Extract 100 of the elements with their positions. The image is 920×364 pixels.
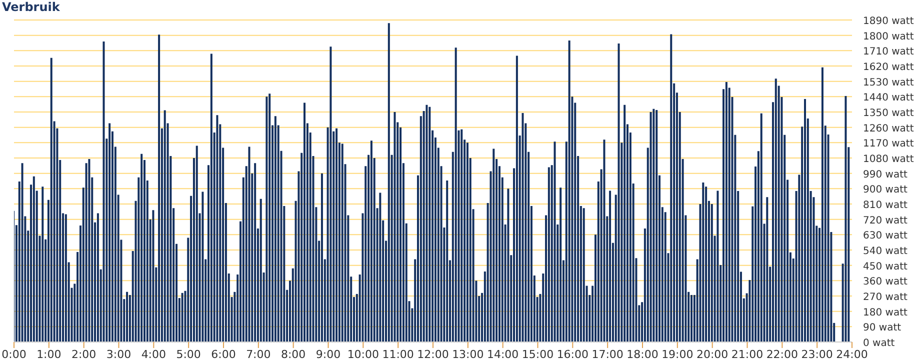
bar <box>88 159 90 342</box>
bar <box>304 102 306 342</box>
bar <box>158 34 160 342</box>
x-tick-label: 15:00 <box>522 348 554 361</box>
bar <box>560 188 562 342</box>
bar <box>85 163 88 342</box>
bar <box>50 58 52 342</box>
bar <box>152 210 154 342</box>
bar <box>426 104 428 342</box>
bar <box>216 115 218 342</box>
bar <box>266 96 268 342</box>
chart-title: Verbruik <box>2 0 60 14</box>
y-tick-label: 720 watt <box>863 215 908 226</box>
bar <box>268 94 271 342</box>
x-tick-label: 4:00 <box>141 348 166 361</box>
bar <box>108 123 111 342</box>
bar <box>370 140 372 342</box>
bar <box>336 128 338 342</box>
bar <box>196 146 198 342</box>
x-tick-label: 14:00 <box>486 348 519 361</box>
bar <box>716 190 719 342</box>
bar <box>760 113 762 342</box>
x-tick-label: 17:00 <box>592 348 624 361</box>
y-tick-label: 900 watt <box>863 184 908 196</box>
y-tick-label: 990 watt <box>863 169 908 180</box>
bar <box>705 186 708 342</box>
bar <box>582 208 585 342</box>
bar <box>248 146 250 342</box>
bar <box>652 108 655 342</box>
x-tick-label: 13:00 <box>452 348 484 361</box>
x-tick-label: 6:00 <box>211 348 236 361</box>
bar <box>766 197 768 342</box>
y-tick-label: 360 watt <box>863 276 908 288</box>
bar <box>609 190 612 342</box>
x-tick-label: 5:00 <box>176 348 201 361</box>
bar <box>388 23 390 342</box>
bar <box>618 44 620 342</box>
bar <box>210 54 212 342</box>
bar <box>102 41 105 342</box>
bar <box>32 176 35 342</box>
bar <box>624 104 626 342</box>
bar <box>516 56 518 342</box>
bar <box>774 78 777 342</box>
bar <box>320 173 323 342</box>
bar <box>821 67 824 342</box>
x-tick-label: 21:00 <box>731 348 764 361</box>
bar <box>710 204 713 342</box>
bar <box>140 154 143 342</box>
y-tick-label: 540 watt <box>863 246 908 257</box>
bar <box>164 110 166 342</box>
y-tick-label: 630 watt <box>863 230 908 242</box>
x-tick-label: 19:00 <box>662 348 694 361</box>
y-tick-label: 1080 watt <box>863 154 914 165</box>
x-tick-label: 22:00 <box>766 348 798 361</box>
y-tick-label: 1440 watt <box>863 92 914 104</box>
y-tick-label: 180 watt <box>863 307 908 318</box>
x-tick-label: 18:00 <box>626 348 658 361</box>
bar <box>330 46 332 342</box>
bar <box>428 106 431 342</box>
bar <box>522 113 524 342</box>
y-tick-label: 90 watt <box>863 322 902 334</box>
x-tick-label: 8:00 <box>280 348 306 361</box>
x-tick-label: 0:00 <box>2 348 26 361</box>
bar <box>96 213 99 342</box>
bar <box>260 198 262 342</box>
bar <box>446 180 448 342</box>
bar <box>603 140 606 342</box>
y-tick-label: 1890 watt <box>863 16 914 27</box>
x-tick-label: 10:00 <box>347 348 380 361</box>
bar <box>341 144 344 342</box>
bar <box>21 163 24 342</box>
bar <box>492 148 495 342</box>
x-tick-label: 3:00 <box>106 348 132 361</box>
y-tick-label: 450 watt <box>863 261 908 272</box>
bar <box>126 292 128 342</box>
bar <box>702 182 704 342</box>
y-tick-label: 1620 watt <box>863 62 914 73</box>
bar <box>379 192 382 342</box>
bar <box>42 186 44 342</box>
bar <box>394 112 396 342</box>
y-tick-label: 1350 watt <box>863 108 914 119</box>
bar <box>202 192 204 342</box>
y-tick-label: 1170 watt <box>863 138 914 150</box>
y-tick-label: 1260 watt <box>863 123 914 134</box>
bar <box>725 82 728 342</box>
x-tick-label: 16:00 <box>556 348 589 361</box>
bar <box>656 110 658 342</box>
bar <box>690 294 693 342</box>
x-tick-label: 24:00 <box>836 348 868 361</box>
bar <box>460 129 463 342</box>
bar <box>844 96 847 342</box>
y-tick-label: 1710 watt <box>863 46 914 58</box>
y-tick-label: 810 watt <box>863 200 908 211</box>
bar <box>181 292 184 342</box>
x-tick-label: 23:00 <box>801 348 833 361</box>
x-tick-label: 9:00 <box>316 348 341 361</box>
bar <box>650 112 652 342</box>
y-tick-label: 1530 watt <box>863 77 914 88</box>
bar <box>274 116 276 342</box>
x-tick-label: 12:00 <box>417 348 449 361</box>
